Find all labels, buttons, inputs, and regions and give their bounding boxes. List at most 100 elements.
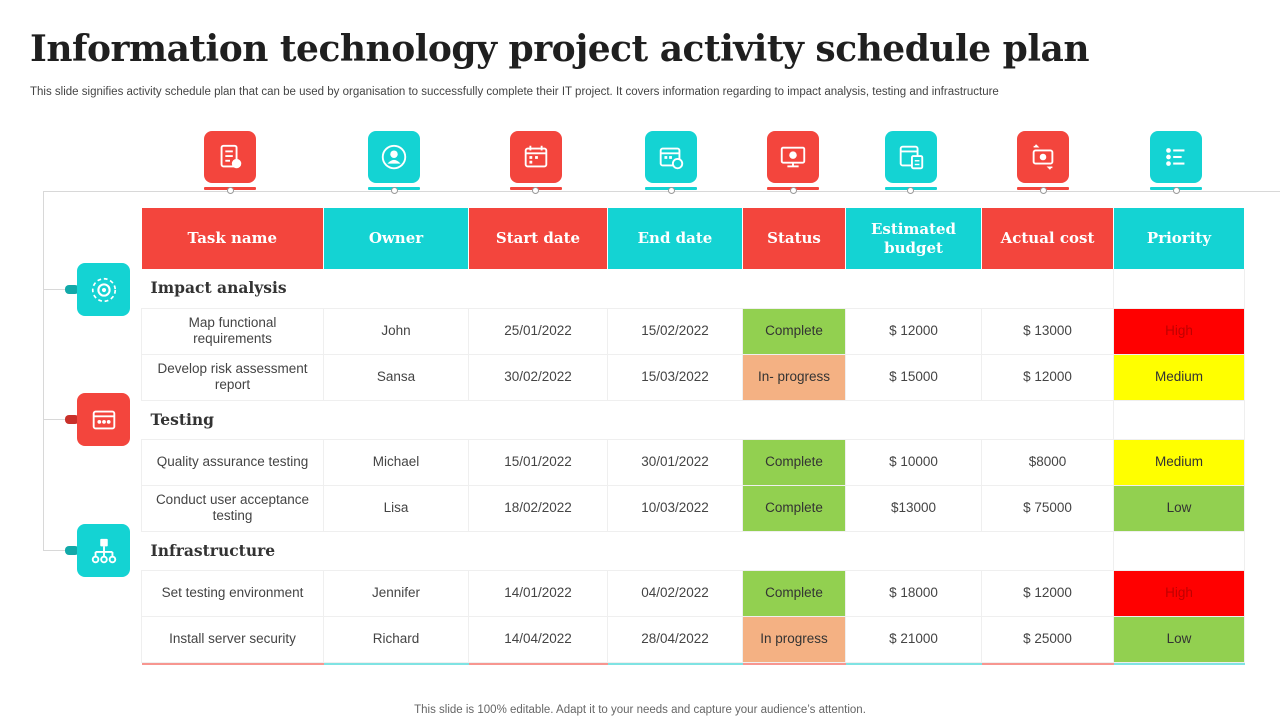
owner-cell: John xyxy=(323,307,469,355)
budget-cell: $13000 xyxy=(845,484,982,532)
slide-footer: This slide is 100% editable. Adapt it to… xyxy=(414,704,866,716)
schedule-table: Task name Owner Start date End date Stat… xyxy=(141,208,1245,665)
status-cell: In progress xyxy=(742,615,846,663)
status-cell: Complete xyxy=(742,484,846,532)
table-end-bar xyxy=(141,662,1245,665)
end-date-cell: 10/03/2022 xyxy=(607,484,743,532)
slide-subtitle: This slide signifies activity schedule p… xyxy=(30,86,999,98)
column-dot xyxy=(1040,187,1047,194)
owner-person-icon xyxy=(368,131,420,183)
task-cell: Set testing environment xyxy=(141,569,324,617)
header-start-date: Start date xyxy=(468,208,608,269)
section-row: Infrastructure xyxy=(141,531,1245,571)
end-date-cell: 15/03/2022 xyxy=(607,353,743,401)
end-date-cell: 15/02/2022 xyxy=(607,307,743,355)
cost-exchange-icon xyxy=(1017,131,1069,183)
status-cell: Complete xyxy=(742,569,846,617)
budget-cell: $ 10000 xyxy=(845,438,982,486)
start-date-cell: 30/02/2022 xyxy=(468,353,608,401)
side-connector-line xyxy=(43,191,44,550)
priority-list-icon xyxy=(1150,131,1202,183)
section-row: Testing xyxy=(141,400,1245,440)
end-date-cell: 30/01/2022 xyxy=(607,438,743,486)
owner-cell: Lisa xyxy=(323,484,469,532)
header-status: Status xyxy=(742,208,846,269)
owner-cell: Jennifer xyxy=(323,569,469,617)
column-dot xyxy=(391,187,398,194)
header-task-name: Task name xyxy=(141,208,324,269)
task-cell: Install server security xyxy=(141,615,324,663)
status-monitor-icon xyxy=(767,131,819,183)
section-tab xyxy=(65,415,79,424)
end-date-cell: 28/04/2022 xyxy=(607,615,743,663)
column-dot xyxy=(532,187,539,194)
priority-cell: High xyxy=(1113,569,1245,617)
header-estimated-budget: Estimated budget xyxy=(845,208,982,269)
task-cell: Develop risk assessment report xyxy=(141,353,324,401)
priority-cell: Medium xyxy=(1113,353,1245,401)
priority-cell: Low xyxy=(1113,484,1245,532)
section-connector xyxy=(43,550,67,551)
start-date-cell: 15/01/2022 xyxy=(468,438,608,486)
cost-cell: $ 12000 xyxy=(981,353,1114,401)
priority-cell: High xyxy=(1113,307,1245,355)
header-priority: Priority xyxy=(1113,208,1245,269)
column-dot xyxy=(227,187,234,194)
table-row: Map functional requirements John 25/01/2… xyxy=(141,307,1245,355)
status-cell: Complete xyxy=(742,438,846,486)
infrastructure-network-icon xyxy=(77,524,130,577)
start-date-cell: 14/04/2022 xyxy=(468,615,608,663)
testing-checklist-icon xyxy=(77,393,130,446)
section-row: Impact analysis xyxy=(141,269,1245,309)
section-tab xyxy=(65,546,79,555)
owner-cell: Sansa xyxy=(323,353,469,401)
table-row: Conduct user acceptance testing Lisa 18/… xyxy=(141,484,1245,532)
header-owner: Owner xyxy=(323,208,469,269)
column-dot xyxy=(668,187,675,194)
section-title: Infrastructure xyxy=(141,531,1114,571)
task-cell: Map functional requirements xyxy=(141,307,324,355)
cost-cell: $ 25000 xyxy=(981,615,1114,663)
section-connector xyxy=(43,419,67,420)
top-connector-line xyxy=(43,191,1280,192)
budget-cell: $ 21000 xyxy=(845,615,982,663)
cost-cell: $ 13000 xyxy=(981,307,1114,355)
table-row: Install server security Richard 14/04/20… xyxy=(141,615,1245,663)
owner-cell: Richard xyxy=(323,615,469,663)
owner-cell: Michael xyxy=(323,438,469,486)
column-dot xyxy=(790,187,797,194)
start-date-cell: 18/02/2022 xyxy=(468,484,608,532)
slide-title: Information technology project activity … xyxy=(30,28,1090,70)
budget-cell: $ 18000 xyxy=(845,569,982,617)
task-list-icon xyxy=(204,131,256,183)
section-title: Testing xyxy=(141,400,1114,440)
budget-cell: $ 15000 xyxy=(845,353,982,401)
header-end-date: End date xyxy=(607,208,743,269)
priority-cell: Low xyxy=(1113,615,1245,663)
cost-cell: $ 12000 xyxy=(981,569,1114,617)
table-row: Quality assurance testing Michael 15/01/… xyxy=(141,438,1245,486)
table-row: Set testing environment Jennifer 14/01/2… xyxy=(141,569,1245,617)
column-dot xyxy=(907,187,914,194)
column-dot xyxy=(1173,187,1180,194)
status-cell: In- progress xyxy=(742,353,846,401)
task-cell: Conduct user acceptance testing xyxy=(141,484,324,532)
status-cell: Complete xyxy=(742,307,846,355)
start-calendar-icon xyxy=(510,131,562,183)
priority-cell: Medium xyxy=(1113,438,1245,486)
table-row: Develop risk assessment report Sansa 30/… xyxy=(141,353,1245,401)
start-date-cell: 25/01/2022 xyxy=(468,307,608,355)
budget-cell: $ 12000 xyxy=(845,307,982,355)
start-date-cell: 14/01/2022 xyxy=(468,569,608,617)
section-title: Impact analysis xyxy=(141,269,1114,309)
header-actual-cost: Actual cost xyxy=(981,208,1114,269)
section-connector xyxy=(43,289,67,290)
budget-calculator-icon xyxy=(885,131,937,183)
cost-cell: $8000 xyxy=(981,438,1114,486)
cost-cell: $ 75000 xyxy=(981,484,1114,532)
end-calendar-icon xyxy=(645,131,697,183)
end-date-cell: 04/02/2022 xyxy=(607,569,743,617)
task-cell: Quality assurance testing xyxy=(141,438,324,486)
impact-analysis-gear-icon xyxy=(77,263,130,316)
table-header-row: Task name Owner Start date End date Stat… xyxy=(141,208,1245,269)
